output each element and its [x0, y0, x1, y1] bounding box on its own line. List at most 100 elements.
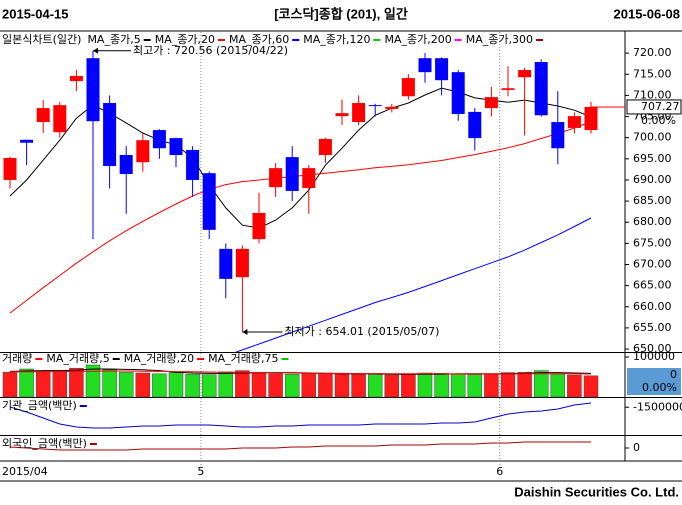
legend-label: MA_종가,120: [303, 33, 370, 46]
y-tick-label: 0: [633, 441, 640, 454]
y-tick-label: 690.00: [633, 173, 672, 186]
legend-label: 거래량: [2, 352, 32, 365]
candle-body: [534, 62, 548, 116]
legend-label: MA_거래량,75: [208, 352, 278, 365]
volume-bar: [168, 372, 184, 398]
candle-body: [269, 168, 283, 188]
last-price-box: [626, 99, 682, 115]
candle-body: [53, 105, 67, 133]
legend-label: MA_거래량,20: [124, 352, 194, 365]
candle-body: [318, 138, 332, 156]
flow-lines: [9, 441, 591, 451]
volume-lines: [9, 368, 592, 375]
y-tick-label: 685.00: [633, 194, 672, 207]
volume-bar: [135, 372, 151, 398]
candle-body: [36, 108, 50, 123]
volume-bar: [301, 373, 317, 398]
candle-body: [219, 248, 233, 279]
y-tick-label: 655.00: [633, 321, 672, 334]
volume-bar: [152, 373, 167, 398]
volume-bar: [550, 373, 566, 398]
volume-bar: [334, 373, 350, 398]
candle-body: [169, 138, 183, 156]
y-tick-label: 100000: [633, 350, 675, 363]
y-tick-label: 665.00: [633, 279, 672, 292]
y-tick-label: 675.00: [633, 236, 672, 249]
candle-body: [202, 173, 216, 230]
volume-bar: [102, 369, 117, 398]
candle-body: [518, 70, 532, 78]
footer: Daishin Securities Co. Ltd.: [514, 484, 679, 499]
candle-body: [3, 157, 17, 180]
y-tick-label: -1500000: [633, 400, 682, 413]
legend-label: 기관_금액(백만): [2, 399, 77, 412]
candle-body: [551, 122, 565, 149]
current-label: 0.00%: [642, 381, 677, 394]
volume-bar: [201, 374, 217, 398]
x-tick-label: 2015/04: [2, 465, 48, 478]
volume-bar: [235, 370, 250, 398]
volume-bar: [251, 372, 267, 398]
candle-body: [20, 139, 34, 143]
annotation-arrow: [242, 329, 248, 335]
volume-bar: [52, 370, 68, 398]
volume-bar: [284, 373, 300, 398]
last-price-label: 707.27: [641, 100, 680, 113]
legend-label: MA_종가,300: [466, 33, 533, 46]
volume-bar: [450, 373, 466, 398]
candle-body: [186, 149, 200, 180]
candle-body: [252, 212, 266, 240]
y-tick-label: 700.00: [633, 131, 672, 144]
x-tick-label: 5: [197, 465, 204, 478]
volume-bar: [268, 373, 283, 398]
chart-title: [코스닥]종합 (201), 일간: [274, 6, 408, 21]
x-tick-label: 6: [496, 465, 503, 478]
candle-body: [451, 72, 465, 115]
volume-bar: [484, 373, 499, 398]
volume-bar: [401, 373, 416, 398]
candle-body: [501, 88, 515, 90]
candle-body: [584, 106, 598, 131]
volume-bar: [500, 372, 516, 398]
start-date: 2015-04-15: [2, 6, 69, 21]
legend-label: MA_종가,200: [384, 33, 451, 46]
legend-label: MA_종가,5: [87, 33, 140, 46]
volume-bar: [218, 371, 234, 398]
volume-bar: [2, 371, 18, 398]
y-tick-label: 680.00: [633, 215, 672, 228]
annotation-arrow: [93, 47, 98, 54]
volume-bar: [367, 374, 383, 398]
annotation: 최고가 : 720.56 (2015/04/22): [133, 44, 288, 57]
volume-bar: [467, 374, 483, 398]
volume-bar: [417, 372, 433, 398]
candle-body: [368, 105, 382, 107]
candle-body: [401, 78, 415, 97]
volume-bar: [318, 372, 333, 398]
volume-bar: [35, 371, 51, 398]
legend-label: 일본식차트(일간): [2, 32, 81, 46]
candle-body: [119, 155, 133, 175]
ma-line: [9, 441, 591, 451]
legend-label: MA_거래량,5: [46, 352, 109, 365]
candle-body: [235, 248, 249, 278]
current-label: 0: [670, 368, 677, 381]
candle-body: [335, 113, 349, 117]
y-tick-label: 660.00: [633, 300, 672, 313]
ma-line: [9, 121, 592, 314]
candle-body: [468, 111, 482, 139]
volume-bar: [517, 371, 532, 398]
legend-label: MA_종가,20: [155, 33, 215, 46]
volume-bar: [19, 368, 34, 398]
ma-line: [10, 370, 592, 375]
y-tick-label: 670.00: [633, 257, 672, 270]
y-tick-label: 695.00: [633, 152, 672, 165]
candle-body: [484, 97, 498, 109]
current-box: [627, 368, 681, 395]
candle-body: [302, 168, 316, 188]
y-tick-label: 710.00: [633, 88, 672, 101]
candle-body: [385, 106, 399, 109]
ma-line: [234, 217, 592, 352]
volume-bar: [583, 375, 599, 398]
